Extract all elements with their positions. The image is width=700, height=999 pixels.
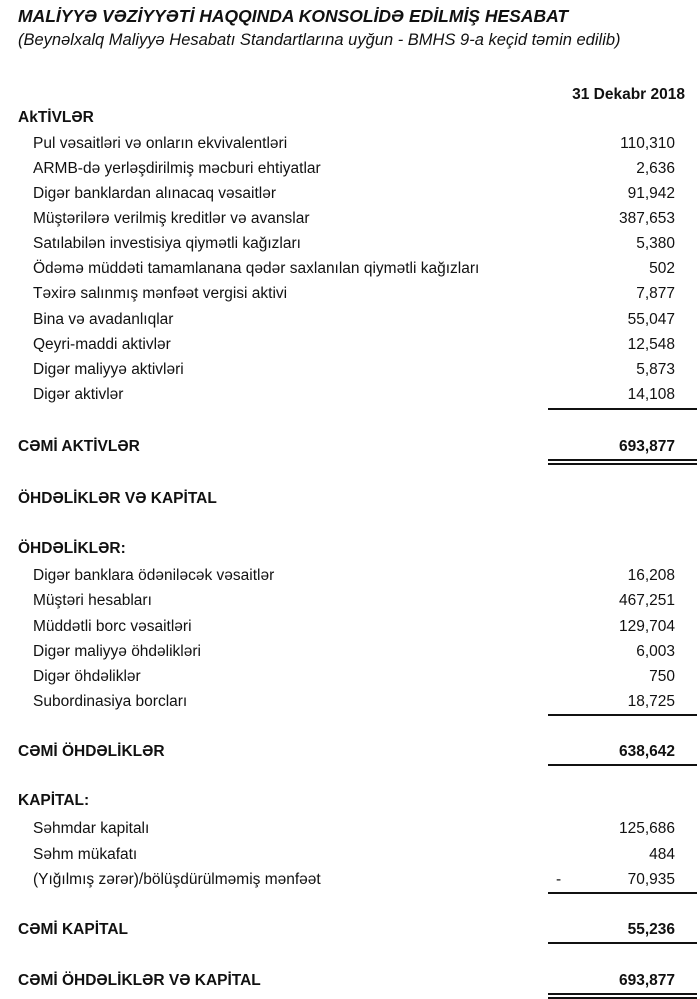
column-header-date: 31 Dekabr 2018 bbox=[572, 86, 685, 103]
line-item-value: 12,548 bbox=[627, 336, 675, 353]
line-item-label: Digər maliyyə öhdəlikləri bbox=[33, 643, 201, 660]
total-label: CƏMİ AKTİVLƏR bbox=[18, 438, 140, 455]
line-item-value: 7,877 bbox=[636, 285, 675, 302]
total-value: 693,877 bbox=[618, 972, 675, 989]
line-item-value: 129,704 bbox=[618, 618, 675, 635]
section-header: ÖHDƏLİKLƏR: bbox=[18, 540, 126, 557]
line-item-label: Subordinasiya borcları bbox=[33, 693, 188, 710]
line-item-label: (Yığılmış zərər)/bölüşdürülməmiş mənfəət bbox=[33, 871, 321, 888]
section-header: AkTİVLƏR bbox=[18, 109, 94, 126]
line-item-value: 467,251 bbox=[618, 592, 675, 609]
line-item-value: 5,380 bbox=[636, 235, 675, 252]
statement-subtitle: (Beynəlxalq Maliyyə Hesabatı Standartlar… bbox=[18, 31, 621, 49]
line-item-value: 14,108 bbox=[627, 386, 675, 403]
line-item-label: Satılabilən investisiya qiymətli kağızla… bbox=[33, 235, 301, 252]
line-item-value: 18,725 bbox=[627, 693, 675, 710]
negative-sign: - bbox=[556, 871, 562, 888]
line-item-label: Müştəri hesabları bbox=[33, 592, 152, 609]
line-item-label: ARMB-də yerləşdirilmiş məcburi ehtiyatla… bbox=[33, 160, 321, 177]
line-item-label: Digər aktivlər bbox=[33, 386, 124, 403]
line-item-label: Müddətli borc vəsaitləri bbox=[33, 618, 192, 635]
total-value: 638,642 bbox=[618, 743, 675, 760]
line-item-label: Digər banklardan alınacaq vəsaitlər bbox=[33, 185, 276, 202]
line-item-value: 484 bbox=[649, 846, 675, 863]
line-item-label: Digər banklara ödəniləcək vəsaitlər bbox=[33, 567, 275, 584]
line-item-label: Bina və avadanlıqlar bbox=[33, 311, 174, 328]
line-item-value: 110,310 bbox=[620, 135, 675, 152]
line-item-label: Qeyri-maddi aktivlər bbox=[33, 336, 171, 353]
section-header: ÖHDƏLİKLƏR VƏ KAPİTAL bbox=[18, 490, 217, 507]
line-item-value: 502 bbox=[649, 260, 675, 277]
line-item-label: Digər öhdəliklər bbox=[33, 668, 141, 685]
total-value: 693,877 bbox=[618, 438, 675, 455]
double-underline bbox=[548, 993, 697, 999]
line-item-value: 16,208 bbox=[627, 567, 675, 584]
total-label: CƏMİ KAPİTAL bbox=[18, 921, 128, 938]
line-item-value: 6,003 bbox=[636, 643, 675, 660]
line-item-value: 5,873 bbox=[636, 361, 675, 378]
double-underline bbox=[548, 459, 697, 465]
line-item-label: Pul vəsaitləri və onların ekvivalentləri bbox=[33, 135, 288, 152]
line-item-label: Səhm mükafatı bbox=[33, 846, 138, 863]
underline bbox=[548, 714, 697, 716]
line-item-label: Digər maliyyə aktivləri bbox=[33, 361, 184, 378]
line-item-label: Təxirə salınmış mənfəət vergisi aktivi bbox=[33, 285, 288, 302]
line-item-label: Müştərilərə verilmiş kreditlər və avansl… bbox=[33, 210, 310, 227]
line-item-value: 70,935 bbox=[627, 871, 675, 888]
underline bbox=[548, 408, 697, 410]
statement-title: MALİYYƏ VƏZİYYƏTİ HAQQINDA KONSOLİDƏ EDİ… bbox=[18, 6, 569, 26]
total-label: CƏMİ ÖHDƏLİKLƏR bbox=[18, 743, 165, 760]
line-item-value: 125,686 bbox=[618, 820, 675, 837]
line-item-label: Ödəmə müddəti tamamlanana qədər saxlanıl… bbox=[33, 260, 480, 277]
line-item-value: 55,047 bbox=[627, 311, 675, 328]
line-item-value: 387,653 bbox=[618, 210, 675, 227]
section-header: KAPİTAL: bbox=[18, 792, 90, 809]
underline bbox=[548, 942, 697, 944]
line-item-label: Səhmdar kapitalı bbox=[33, 820, 150, 837]
line-item-value: 750 bbox=[649, 668, 675, 685]
line-item-value: 91,942 bbox=[627, 185, 675, 202]
underline bbox=[548, 764, 697, 766]
total-label: CƏMİ ÖHDƏLİKLƏR VƏ KAPİTAL bbox=[18, 972, 261, 989]
underline bbox=[548, 892, 697, 894]
line-item-value: 2,636 bbox=[636, 160, 675, 177]
total-value: 55,236 bbox=[627, 921, 675, 938]
